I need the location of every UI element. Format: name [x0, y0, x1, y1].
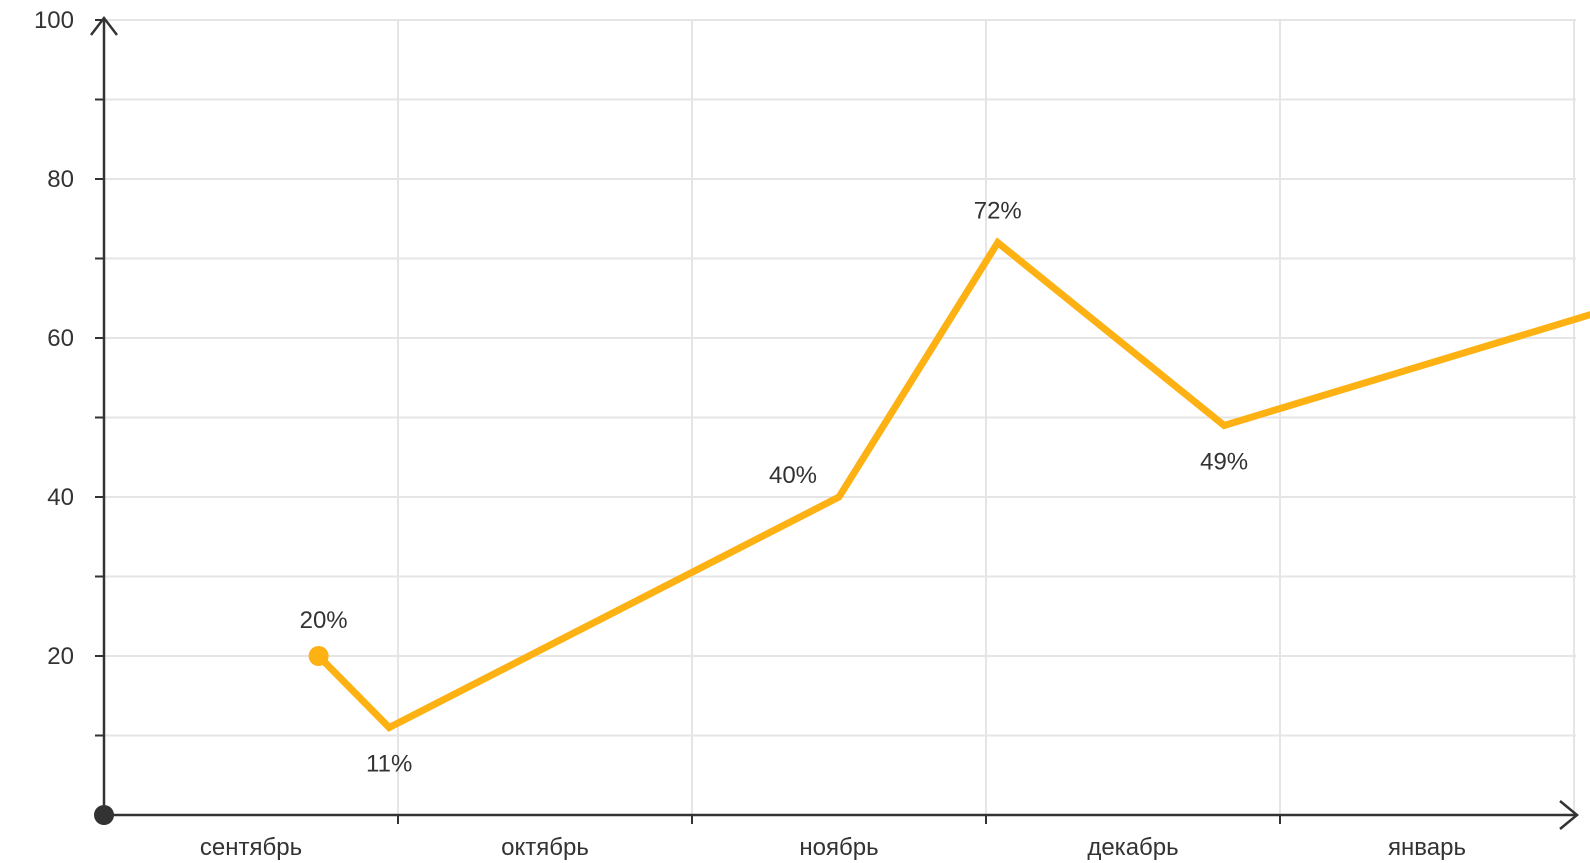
data-point: [308, 646, 329, 666]
data-labels: 20%11%40%72%49%65%: [300, 198, 1249, 778]
y-tick-label: 40: [47, 484, 74, 511]
y-axis-arrow: [90, 15, 118, 36]
axis-origin: [94, 805, 114, 825]
x-tick-label: ноябрь: [799, 834, 878, 861]
y-tick-label: 20: [47, 643, 74, 670]
grid: [104, 19, 1576, 815]
x-tick-label: сентябрь: [200, 834, 302, 861]
series-line: [316, 237, 1590, 732]
ticks: [95, 19, 1281, 824]
data-label: 11%: [366, 751, 412, 778]
x-tick-label: январь: [1388, 834, 1466, 861]
data-label: 40%: [769, 462, 817, 489]
axes: [90, 15, 1579, 830]
y-tick-label: 100: [34, 7, 74, 34]
series: [308, 237, 1590, 732]
y-tick-label: 80: [47, 166, 74, 193]
data-label: 20%: [300, 607, 348, 634]
data-label: 72%: [974, 198, 1022, 225]
x-tick-label: декабрь: [1087, 834, 1178, 861]
x-tick-label: октябрь: [501, 834, 589, 861]
tick-labels: 20 40 60 80 100 сентябрь октябрь ноябрь декабрь я…: [34, 7, 1466, 861]
x-axis-arrow: [1559, 800, 1579, 830]
y-tick-label: 60: [47, 325, 74, 352]
data-label: 49%: [1200, 448, 1248, 475]
